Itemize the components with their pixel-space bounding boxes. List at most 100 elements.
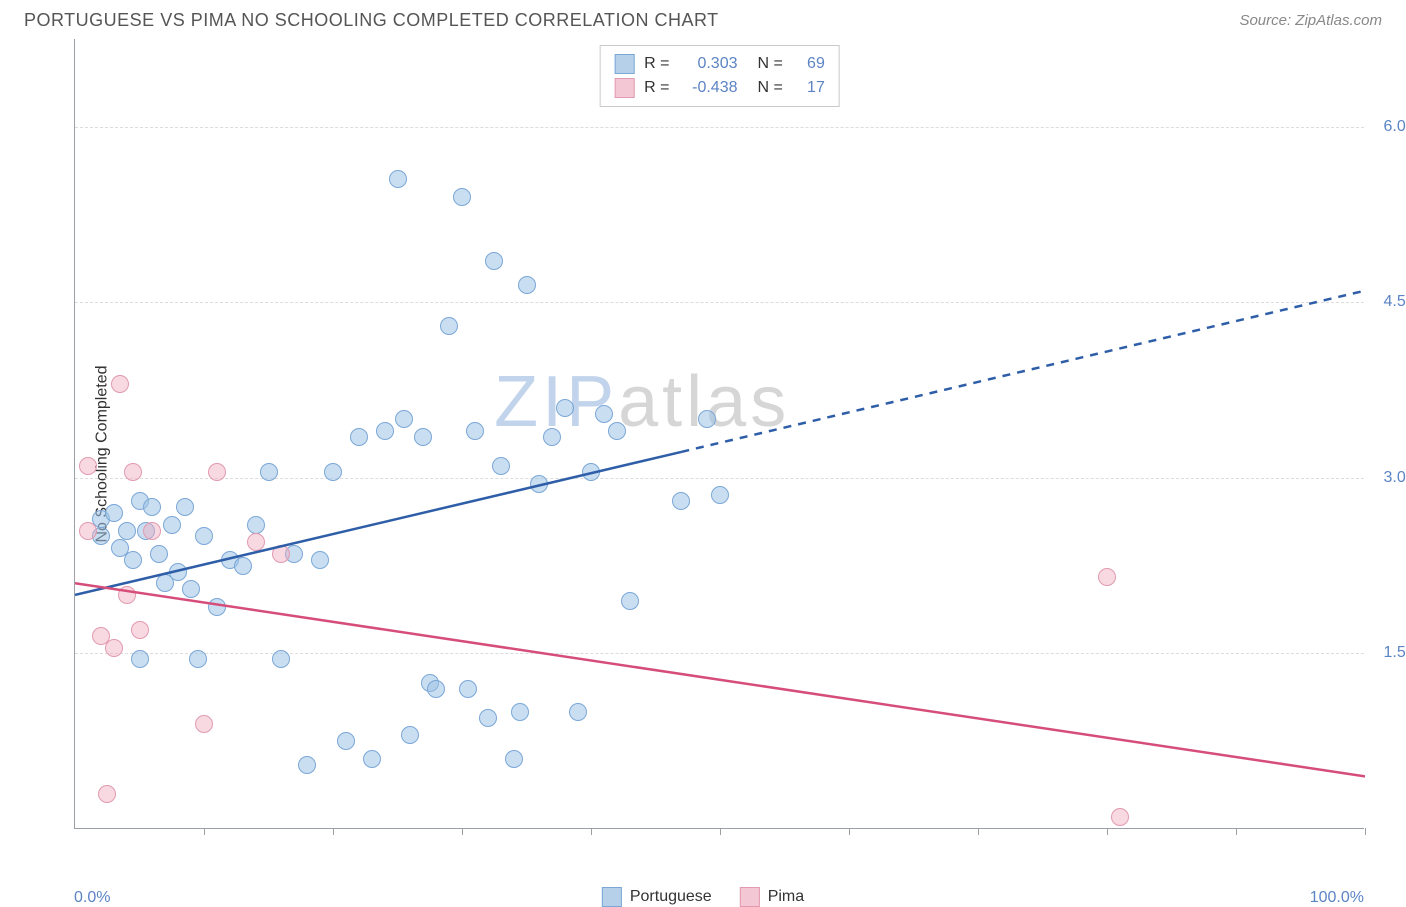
scatter-plot: ZIPatlas R =0.303N =69R =-0.438N =17 1.5… <box>74 39 1364 829</box>
stats-legend: R = 0.303 N = 69R = -0.438 N = 17 <box>599 45 840 107</box>
data-point <box>582 463 600 481</box>
y-tick-label: 3.0% <box>1366 469 1406 487</box>
data-point <box>556 399 574 417</box>
data-point <box>150 545 168 563</box>
data-point <box>118 522 136 540</box>
data-point <box>105 639 123 657</box>
data-point <box>485 252 503 270</box>
x-tick <box>204 828 205 835</box>
data-point <box>1111 808 1129 826</box>
data-point <box>272 650 290 668</box>
data-point <box>169 563 187 581</box>
data-point <box>608 422 626 440</box>
chart-title: PORTUGUESE VS PIMA NO SCHOOLING COMPLETE… <box>24 10 719 31</box>
legend-label: Portuguese <box>630 888 712 906</box>
data-point <box>163 516 181 534</box>
legend-label: Pima <box>768 888 804 906</box>
legend-swatch <box>740 887 760 907</box>
data-point <box>698 410 716 428</box>
data-point <box>543 428 561 446</box>
x-tick <box>1236 828 1237 835</box>
gridline <box>75 653 1364 654</box>
data-point <box>189 650 207 668</box>
data-point <box>337 732 355 750</box>
x-tick <box>333 828 334 835</box>
r-value: 0.303 <box>680 52 738 76</box>
data-point <box>131 650 149 668</box>
x-tick <box>849 828 850 835</box>
data-point <box>98 785 116 803</box>
watermark-part2: atlas <box>618 362 790 442</box>
data-point <box>195 715 213 733</box>
data-point <box>414 428 432 446</box>
r-label: R = <box>644 52 669 76</box>
data-point <box>427 680 445 698</box>
data-point <box>505 750 523 768</box>
data-point <box>176 498 194 516</box>
x-tick <box>1365 828 1366 835</box>
watermark: ZIPatlas <box>494 361 790 443</box>
data-point <box>234 557 252 575</box>
data-point <box>621 592 639 610</box>
data-point <box>298 756 316 774</box>
data-point <box>453 188 471 206</box>
chart-header: PORTUGUESE VS PIMA NO SCHOOLING COMPLETE… <box>0 0 1406 39</box>
data-point <box>711 486 729 504</box>
data-point <box>124 463 142 481</box>
data-point <box>79 457 97 475</box>
source-attribution: Source: ZipAtlas.com <box>1239 12 1382 29</box>
data-point <box>208 463 226 481</box>
n-label: N = <box>758 76 783 100</box>
data-point <box>111 375 129 393</box>
data-point <box>389 170 407 188</box>
data-point <box>124 551 142 569</box>
data-point <box>511 703 529 721</box>
data-point <box>479 709 497 727</box>
y-tick-label: 4.5% <box>1366 293 1406 311</box>
data-point <box>569 703 587 721</box>
data-point <box>672 492 690 510</box>
data-point <box>395 410 413 428</box>
series-legend: Portuguese Pima <box>602 887 804 907</box>
data-point <box>363 750 381 768</box>
x-tick <box>1107 828 1108 835</box>
data-point <box>247 533 265 551</box>
gridline <box>75 127 1364 128</box>
chart-area: No Schooling Completed ZIPatlas R =0.303… <box>24 39 1382 869</box>
data-point <box>401 726 419 744</box>
r-label: R = <box>644 76 669 100</box>
n-value: 69 <box>793 52 825 76</box>
data-point <box>247 516 265 534</box>
legend-swatch <box>614 54 634 74</box>
data-point <box>105 504 123 522</box>
data-point <box>79 522 97 540</box>
legend-swatch <box>602 887 622 907</box>
x-tick <box>591 828 592 835</box>
data-point <box>376 422 394 440</box>
legend-item: Pima <box>740 887 804 907</box>
trend-lines <box>75 39 1365 829</box>
data-point <box>324 463 342 481</box>
data-point <box>131 621 149 639</box>
legend-item: Portuguese <box>602 887 712 907</box>
data-point <box>440 317 458 335</box>
x-tick <box>462 828 463 835</box>
data-point <box>272 545 290 563</box>
data-point <box>311 551 329 569</box>
data-point <box>530 475 548 493</box>
data-point <box>492 457 510 475</box>
stats-legend-row: R = -0.438 N = 17 <box>614 76 825 100</box>
x-tick <box>978 828 979 835</box>
data-point <box>518 276 536 294</box>
data-point <box>182 580 200 598</box>
data-point <box>143 498 161 516</box>
data-point <box>1098 568 1116 586</box>
y-tick-label: 6.0% <box>1366 118 1406 136</box>
data-point <box>350 428 368 446</box>
data-point <box>260 463 278 481</box>
data-point <box>459 680 477 698</box>
data-point <box>143 522 161 540</box>
r-value: -0.438 <box>680 76 738 100</box>
n-value: 17 <box>793 76 825 100</box>
y-tick-label: 1.5% <box>1366 644 1406 662</box>
